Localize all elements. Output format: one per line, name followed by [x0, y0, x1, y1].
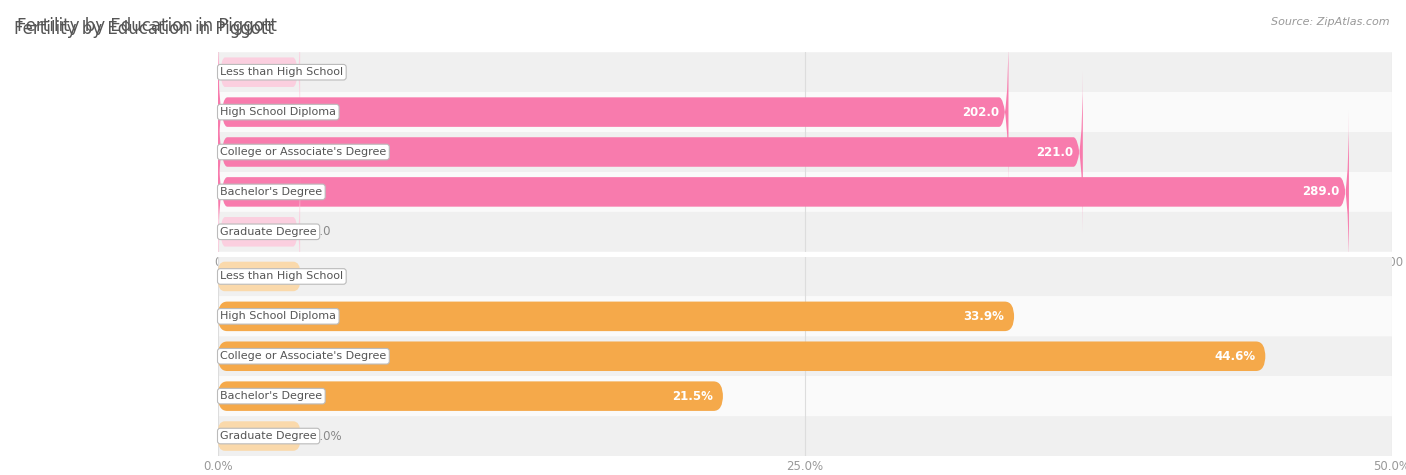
Text: Bachelor's Degree: Bachelor's Degree	[221, 187, 322, 197]
Text: College or Associate's Degree: College or Associate's Degree	[221, 351, 387, 361]
Text: 202.0: 202.0	[962, 105, 1000, 119]
Text: 0.0: 0.0	[312, 225, 330, 238]
Text: Fertility by Education in Piggott: Fertility by Education in Piggott	[17, 17, 277, 35]
FancyBboxPatch shape	[218, 92, 1392, 132]
Text: High School Diploma: High School Diploma	[221, 107, 336, 117]
Text: 0.0: 0.0	[312, 66, 330, 79]
FancyBboxPatch shape	[218, 262, 301, 291]
Text: 0.0%: 0.0%	[312, 429, 342, 443]
Text: College or Associate's Degree: College or Associate's Degree	[221, 147, 387, 157]
Text: 289.0: 289.0	[1302, 185, 1340, 199]
FancyBboxPatch shape	[218, 71, 1083, 233]
Text: Source: ZipAtlas.com: Source: ZipAtlas.com	[1271, 17, 1389, 27]
FancyBboxPatch shape	[218, 421, 301, 451]
FancyBboxPatch shape	[218, 381, 723, 411]
FancyBboxPatch shape	[218, 111, 1348, 273]
Text: High School Diploma: High School Diploma	[221, 311, 336, 322]
FancyBboxPatch shape	[218, 175, 299, 289]
Text: Graduate Degree: Graduate Degree	[221, 431, 316, 441]
Text: 21.5%: 21.5%	[672, 390, 713, 403]
FancyBboxPatch shape	[218, 132, 1392, 172]
FancyBboxPatch shape	[218, 296, 1392, 336]
FancyBboxPatch shape	[218, 342, 1265, 371]
Text: 33.9%: 33.9%	[963, 310, 1004, 323]
FancyBboxPatch shape	[218, 15, 299, 129]
Text: 0.0%: 0.0%	[312, 270, 342, 283]
FancyBboxPatch shape	[218, 31, 1008, 193]
Text: 44.6%: 44.6%	[1215, 350, 1256, 363]
FancyBboxPatch shape	[218, 416, 1392, 456]
Text: Bachelor's Degree: Bachelor's Degree	[221, 391, 322, 401]
FancyBboxPatch shape	[218, 302, 1014, 331]
Text: Less than High School: Less than High School	[221, 67, 343, 77]
Text: Graduate Degree: Graduate Degree	[221, 227, 316, 237]
FancyBboxPatch shape	[218, 212, 1392, 252]
FancyBboxPatch shape	[218, 172, 1392, 212]
FancyBboxPatch shape	[218, 336, 1392, 376]
Text: 221.0: 221.0	[1036, 145, 1073, 159]
Text: Less than High School: Less than High School	[221, 271, 343, 282]
FancyBboxPatch shape	[218, 256, 1392, 296]
FancyBboxPatch shape	[218, 52, 1392, 92]
Text: Fertility by Education in Piggott: Fertility by Education in Piggott	[14, 19, 274, 38]
FancyBboxPatch shape	[218, 376, 1392, 416]
